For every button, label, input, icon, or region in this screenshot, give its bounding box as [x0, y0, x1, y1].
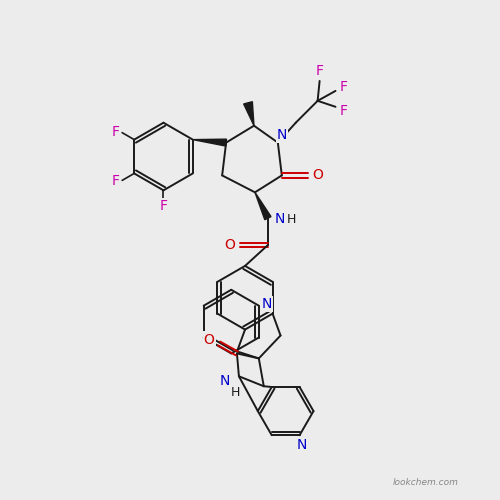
Text: F: F	[340, 104, 347, 118]
Text: H: H	[231, 386, 240, 398]
Text: F: F	[316, 64, 324, 78]
Text: N: N	[262, 296, 272, 310]
Polygon shape	[193, 139, 226, 146]
Text: N: N	[274, 212, 285, 226]
Polygon shape	[255, 192, 271, 220]
Text: H: H	[287, 212, 296, 226]
Text: lookchem.com: lookchem.com	[393, 478, 459, 486]
Text: O: O	[204, 332, 214, 346]
Text: F: F	[112, 174, 120, 188]
Text: F: F	[340, 80, 347, 94]
Text: N: N	[220, 374, 230, 388]
Text: N: N	[276, 128, 287, 141]
Text: F: F	[112, 124, 120, 138]
Text: O: O	[312, 168, 323, 182]
Text: F: F	[160, 199, 168, 213]
Text: O: O	[224, 238, 235, 252]
Polygon shape	[244, 102, 254, 126]
Text: N: N	[296, 438, 307, 452]
